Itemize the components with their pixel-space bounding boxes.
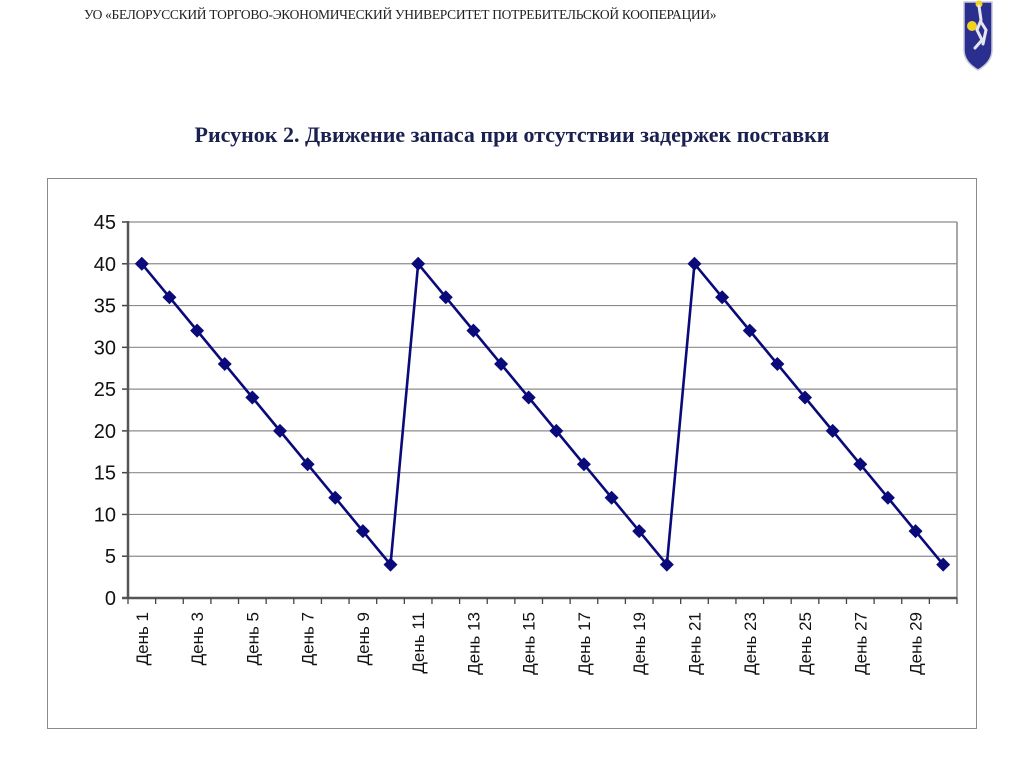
data-point-diamond-marker	[466, 323, 481, 338]
data-point-diamond-marker	[742, 323, 757, 338]
data-point-diamond-marker	[576, 457, 591, 472]
x-tick-label: День 11	[409, 612, 428, 674]
x-tick-label: День 3	[188, 612, 207, 665]
data-point-diamond-marker	[438, 290, 453, 305]
series-line	[140, 262, 945, 566]
data-point-diamond-marker	[245, 390, 260, 405]
data-point-diamond-marker	[411, 256, 426, 271]
chart-axes	[122, 221, 958, 604]
data-point-diamond-marker	[687, 256, 702, 271]
data-point-diamond-marker	[770, 357, 785, 372]
x-tick-label: День 25	[796, 612, 815, 675]
data-point-diamond-marker	[355, 524, 370, 539]
x-axis-tick-labels: День 1 День 3 День 5 День 7 День 9 День 11 Ден…	[133, 612, 926, 675]
y-tick-label: 15	[94, 463, 116, 485]
university-coat-of-arms-icon	[963, 0, 993, 72]
data-point-diamond-marker	[632, 524, 647, 539]
data-point-diamond-marker	[328, 490, 343, 505]
data-point-diamond-marker	[300, 457, 315, 472]
x-tick-label: День 1	[133, 612, 152, 665]
x-tick-label: День 7	[299, 612, 318, 665]
x-tick-label: День 15	[520, 612, 539, 675]
x-tick-label: День 21	[685, 612, 704, 675]
x-tick-label: День 5	[243, 612, 262, 665]
x-tick-label: День 9	[354, 612, 373, 665]
chart-frame	[47, 178, 977, 729]
x-tick-label: День 19	[630, 612, 649, 675]
x-tick-label: День 23	[741, 612, 760, 675]
y-tick-label: 30	[94, 337, 116, 359]
y-tick-label: 35	[94, 296, 116, 318]
data-point-diamond-marker	[383, 557, 398, 572]
data-point-diamond-marker	[853, 457, 868, 472]
x-tick-label: День 29	[907, 612, 926, 675]
data-point-diamond-marker	[798, 390, 813, 405]
chart-gridlines	[128, 221, 957, 557]
data-point-diamond-marker	[134, 256, 149, 271]
data-point-diamond-marker	[825, 423, 840, 438]
data-point-diamond-marker	[162, 290, 177, 305]
x-tick-label: День 27	[851, 612, 870, 675]
y-tick-label: 0	[105, 588, 116, 610]
data-point-diamond-marker	[521, 390, 536, 405]
data-point-diamond-marker	[604, 490, 619, 505]
x-tick-label: День 17	[575, 612, 594, 675]
data-point-diamond-marker	[190, 323, 205, 338]
data-point-diamond-marker	[217, 357, 232, 372]
y-tick-label: 45	[94, 212, 116, 234]
figure-title: Рисунок 2. Движение запаса при отсутстви…	[194, 122, 830, 147]
data-point-diamond-marker	[936, 557, 951, 572]
y-tick-label: 40	[94, 254, 116, 276]
data-point-diamond-marker	[494, 357, 509, 372]
y-tick-label: 20	[94, 421, 116, 443]
data-point-diamond-marker	[659, 557, 674, 572]
data-point-diamond-marker	[880, 490, 895, 505]
data-point-diamond-marker	[908, 524, 923, 539]
data-point-diamond-marker	[549, 423, 564, 438]
y-tick-label: 5	[105, 546, 116, 568]
y-axis-tick-labels: 0 5 10 15 20 25 30 35 40 45	[94, 212, 116, 610]
y-tick-label: 10	[94, 504, 116, 526]
chart-series-line	[134, 256, 951, 572]
y-tick-label: 25	[94, 379, 116, 401]
data-point-diamond-marker	[715, 290, 730, 305]
institution-header: УО «БЕЛОРУССКИЙ ТОРГОВО-ЭКОНОМИЧЕСКИЙ УН…	[84, 7, 717, 22]
data-point-diamond-marker	[272, 423, 287, 438]
x-tick-label: День 13	[464, 612, 483, 675]
